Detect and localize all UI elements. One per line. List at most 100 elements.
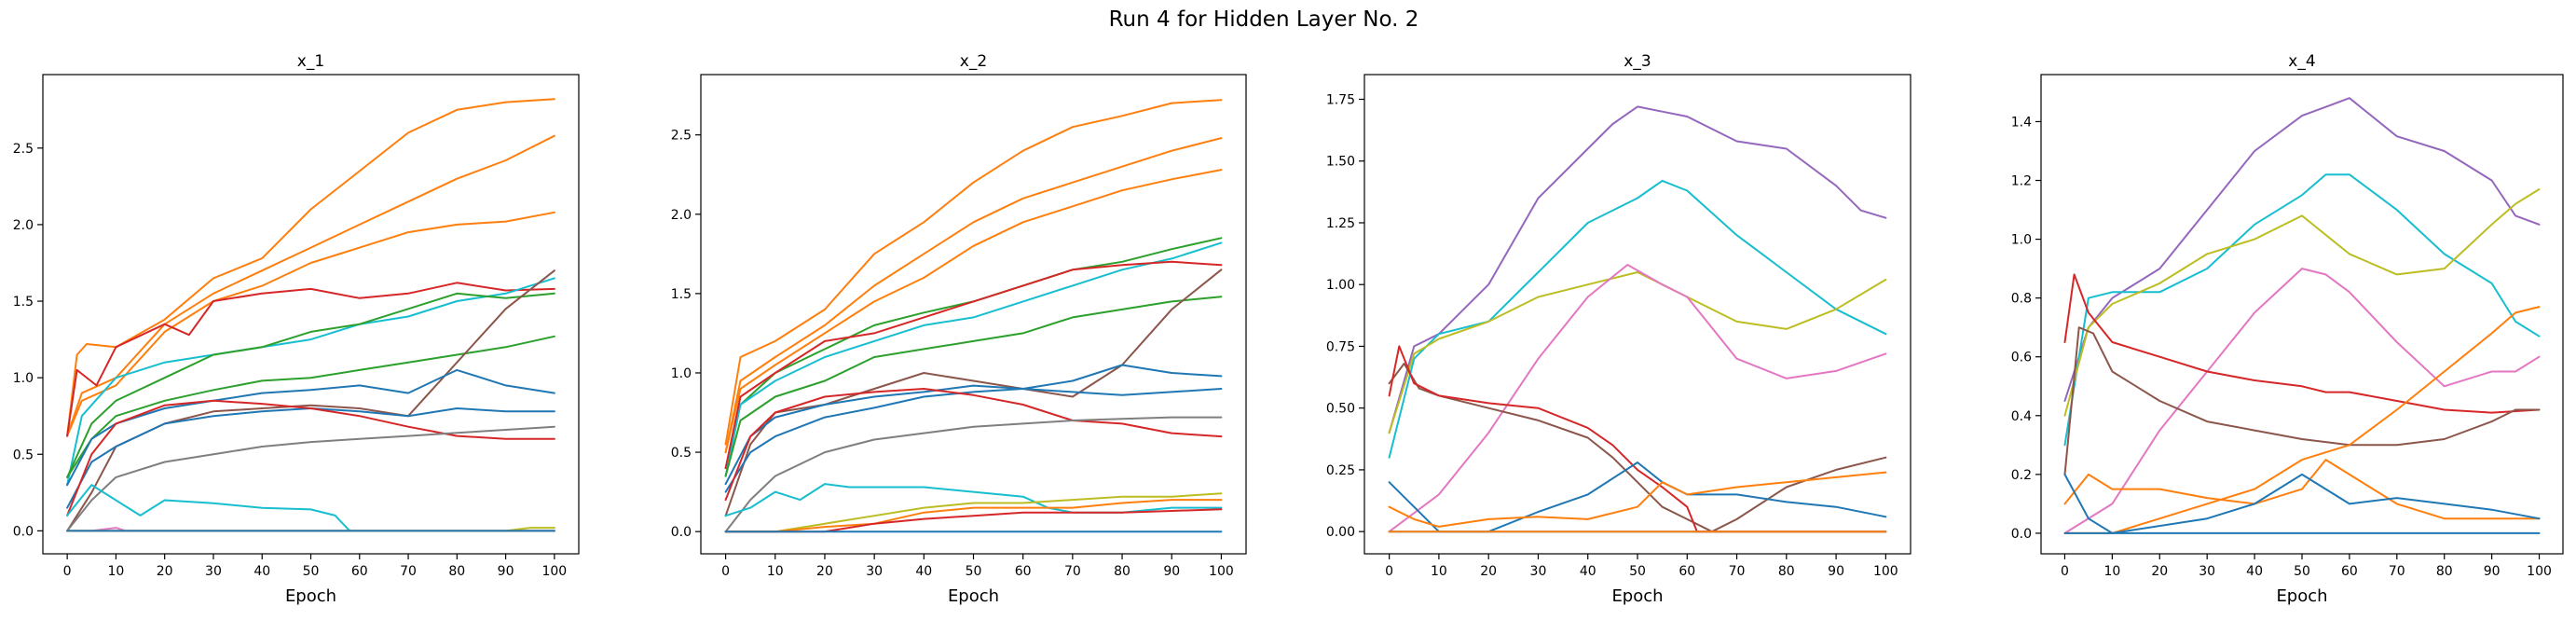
series-line-12 <box>724 416 1223 533</box>
y-tick-label: 1.0 <box>671 366 692 381</box>
y-tick-label: 0.0 <box>2011 527 2032 542</box>
series-line-12 <box>66 425 555 532</box>
y-tick-label: 0.5 <box>13 448 34 462</box>
x-axis-label: Epoch <box>285 586 336 606</box>
x-tick-label: 100 <box>2527 564 2552 579</box>
series-line-6 <box>1388 345 1887 533</box>
y-tick-label: 1.4 <box>2011 115 2032 130</box>
series-line-9 <box>2063 473 2541 534</box>
y-tick-label: 2.0 <box>671 208 692 223</box>
y-tick-label: 1.5 <box>13 295 34 310</box>
series-line-7 <box>724 296 1223 477</box>
y-tick-label: 1.50 <box>1326 155 1355 170</box>
series-line-4 <box>724 237 1223 470</box>
y-tick-label: 1.5 <box>671 287 692 302</box>
x-tick-label: 70 <box>1729 564 1746 579</box>
series-line-16 <box>724 508 1223 533</box>
x-tick-label: 50 <box>966 564 982 579</box>
series-line-11 <box>724 388 1223 502</box>
x-tick-label: 20 <box>816 564 833 579</box>
x-tick-label: 80 <box>2436 564 2453 579</box>
plot-frame <box>42 74 580 555</box>
series-line-2 <box>724 137 1223 454</box>
y-tick-label: 0.00 <box>1326 525 1355 540</box>
series-line-11 <box>66 399 555 517</box>
series-line-15 <box>724 499 1223 533</box>
y-tick-label: 1.0 <box>2011 233 2032 248</box>
y-tick-label: 2.0 <box>13 218 34 233</box>
x-tick-label: 40 <box>2246 564 2263 579</box>
x-tick-label: 90 <box>1163 564 1180 579</box>
x-axis-label: Epoch <box>2276 586 2327 606</box>
series-line-3 <box>66 211 555 437</box>
y-tick-label: 0.2 <box>2011 468 2032 483</box>
series-line-10 <box>66 407 555 509</box>
plot-frame <box>2040 74 2564 555</box>
x-tick-label: 10 <box>107 564 124 579</box>
y-tick-label: 0.50 <box>1326 402 1355 417</box>
x-tick-label: 60 <box>351 564 368 579</box>
chart-panel-2: 0 10 20 30 40 50 60 70 80 90 100 0.0 0.5 1.0 1.5 2.0 2.5… <box>671 52 1247 606</box>
x-tick-label: 0 <box>721 564 730 579</box>
series-line-6 <box>724 260 1223 470</box>
series-line-7 <box>2063 306 2541 534</box>
chart-panel-3: 0 10 20 30 40 50 60 70 80 90 100 0.00 0.25 0.50 0.75 1.… <box>1326 52 1911 606</box>
series-line-1 <box>66 98 555 437</box>
x-tick-label: 20 <box>157 564 173 579</box>
x-tick-label: 20 <box>2151 564 2168 579</box>
x-tick-label: 90 <box>2484 564 2501 579</box>
series-line-9 <box>66 368 555 487</box>
series-line-9 <box>724 364 1223 486</box>
series-line-13 <box>66 484 555 532</box>
y-tick-label: 2.5 <box>13 142 34 157</box>
series-line-4 <box>1388 264 1887 533</box>
x-tick-label: 80 <box>1114 564 1130 579</box>
x-tick-label: 0 <box>1385 564 1393 579</box>
x-tick-label: 90 <box>1828 564 1844 579</box>
x-tick-label: 100 <box>1873 564 1898 579</box>
chart-title: x_1 <box>297 52 324 71</box>
x-tick-label: 70 <box>1064 564 1081 579</box>
x-tick-label: 50 <box>303 564 320 579</box>
x-axis-label: Epoch <box>948 586 999 606</box>
x-tick-label: 70 <box>2389 564 2405 579</box>
series-line-4 <box>66 282 555 437</box>
x-tick-label: 80 <box>1778 564 1795 579</box>
x-tick-label: 30 <box>1530 564 1547 579</box>
y-tick-label: 0.0 <box>671 525 692 540</box>
x-tick-label: 30 <box>205 564 222 579</box>
series-line-4 <box>2063 268 2541 534</box>
x-tick-label: 10 <box>2103 564 2120 579</box>
x-tick-label: 70 <box>400 564 417 579</box>
chart-title: x_3 <box>1624 52 1651 71</box>
series-line-1 <box>724 99 1223 446</box>
chart-title: x_2 <box>960 52 987 71</box>
x-tick-label: 60 <box>2341 564 2358 579</box>
y-tick-label: 0.6 <box>2011 351 2032 365</box>
x-tick-label: 40 <box>253 564 270 579</box>
series-line-8 <box>1388 471 1887 528</box>
series-line-8 <box>724 269 1223 517</box>
series-line-3 <box>2063 188 2541 417</box>
x-tick-label: 50 <box>1629 564 1646 579</box>
y-tick-label: 0.5 <box>671 446 692 461</box>
y-tick-label: 2.5 <box>671 129 692 144</box>
series-line-2 <box>2063 173 2541 447</box>
y-tick-label: 1.00 <box>1326 278 1355 293</box>
x-tick-label: 60 <box>1679 564 1695 579</box>
x-tick-label: 60 <box>1015 564 1032 579</box>
y-tick-label: 1.2 <box>2011 174 2032 189</box>
y-tick-label: 1.25 <box>1326 216 1355 231</box>
series-line-3 <box>724 169 1223 454</box>
series-line-5 <box>724 241 1223 477</box>
y-tick-label: 0.8 <box>2011 292 2032 307</box>
y-tick-label: 0.4 <box>2011 409 2032 424</box>
chart-title: x_4 <box>2288 52 2315 71</box>
x-tick-label: 40 <box>915 564 932 579</box>
y-tick-label: 1.0 <box>13 371 34 386</box>
y-tick-label: 0.75 <box>1326 339 1355 354</box>
x-tick-label: 30 <box>866 564 883 579</box>
series-line-6 <box>2063 326 2541 475</box>
series-line-7 <box>1388 462 1887 533</box>
